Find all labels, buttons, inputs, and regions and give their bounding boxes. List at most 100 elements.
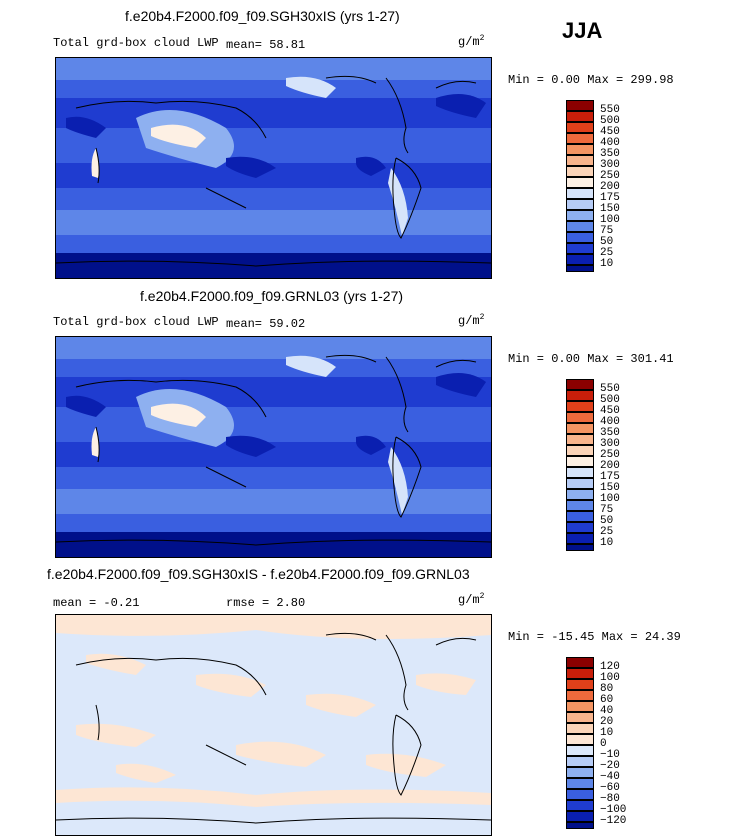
colorbar-label: −80	[600, 793, 620, 805]
panel1-units: g/m2	[458, 34, 485, 49]
colorbar-swatch	[566, 100, 594, 111]
panel2-map-svg	[56, 337, 491, 557]
colorbar-swatch	[566, 679, 594, 690]
panel3-rmse: rmse = 2.80	[226, 596, 306, 610]
colorbar-label: 500	[600, 394, 620, 406]
colorbar-label: 10	[600, 537, 614, 549]
panel2-colorbar: 550 500 450 400 350 300 250 200 175 150 …	[566, 379, 656, 551]
panel3-mean: mean = -0.21	[53, 596, 140, 610]
colorbar-label: 350	[600, 148, 620, 160]
colorbar-label: 450	[600, 126, 620, 138]
colorbar-label: 500	[600, 115, 620, 127]
panel1-map	[55, 57, 492, 279]
panel2-minmax: Min = 0.00 Max = 301.41	[508, 352, 674, 366]
colorbar-label: 0	[600, 738, 607, 750]
colorbar-swatch	[566, 511, 594, 522]
colorbar-label: 150	[600, 203, 620, 215]
colorbar-swatch	[566, 544, 594, 551]
colorbar-label: 25	[600, 526, 614, 538]
colorbar-label: 300	[600, 159, 620, 171]
colorbar-label: 10	[600, 727, 614, 739]
colorbar-swatch	[566, 489, 594, 500]
colorbar-label: 450	[600, 405, 620, 417]
colorbar-label: 150	[600, 482, 620, 494]
panel2-units: g/m2	[458, 313, 485, 328]
colorbar-swatch	[566, 668, 594, 679]
colorbar-label: 75	[600, 504, 614, 516]
colorbar-swatch	[566, 155, 594, 166]
colorbar-swatch	[566, 522, 594, 533]
colorbar-label: 10	[600, 258, 614, 270]
colorbar-swatch	[566, 243, 594, 254]
colorbar-swatch	[566, 778, 594, 789]
colorbar-swatch	[566, 423, 594, 434]
colorbar-label: 300	[600, 438, 620, 450]
colorbar-swatch	[566, 445, 594, 456]
colorbar-swatch	[566, 456, 594, 467]
colorbar-swatch	[566, 221, 594, 232]
colorbar-swatch	[566, 811, 594, 822]
colorbar-swatch	[566, 767, 594, 778]
colorbar-label: 100	[600, 493, 620, 505]
colorbar-swatch	[566, 734, 594, 745]
panel3-map-svg	[56, 615, 491, 835]
colorbar-label: 20	[600, 716, 614, 728]
colorbar-swatch	[566, 745, 594, 756]
colorbar-swatch	[566, 412, 594, 423]
colorbar-swatch	[566, 712, 594, 723]
panel3-minmax: Min = -15.45 Max = 24.39	[508, 630, 681, 644]
panel2-title: f.e20b4.F2000.f09_f09.GRNL03 (yrs 1-27)	[140, 288, 404, 304]
colorbar-swatch	[566, 390, 594, 401]
colorbar-label: 60	[600, 694, 614, 706]
colorbar-label: 200	[600, 460, 620, 472]
colorbar-swatch	[566, 166, 594, 177]
colorbar-label: 100	[600, 214, 620, 226]
colorbar-label: 50	[600, 236, 614, 248]
colorbar-label: 75	[600, 225, 614, 237]
colorbar-swatch	[566, 657, 594, 668]
colorbar-swatch	[566, 467, 594, 478]
colorbar-label: 40	[600, 705, 614, 717]
season-label: JJA	[562, 18, 603, 43]
colorbar-swatch	[566, 199, 594, 210]
colorbar-swatch	[566, 789, 594, 800]
colorbar-label: 400	[600, 137, 620, 149]
colorbar-label: −40	[600, 771, 620, 783]
panel2-mean: mean= 59.02	[226, 317, 306, 331]
colorbar-label: 50	[600, 515, 614, 527]
panel1-minmax: Min = 0.00 Max = 299.98	[508, 73, 674, 87]
colorbar-swatch	[566, 690, 594, 701]
colorbar-label: 250	[600, 170, 620, 182]
panel1-map-svg	[56, 58, 491, 278]
colorbar-swatch	[566, 434, 594, 445]
colorbar-label: 250	[600, 449, 620, 461]
colorbar-label: 25	[600, 247, 614, 259]
colorbar-label: 350	[600, 427, 620, 439]
colorbar-swatch	[566, 144, 594, 155]
colorbar-swatch	[566, 188, 594, 199]
colorbar-swatch	[566, 177, 594, 188]
colorbar-swatch	[566, 232, 594, 243]
colorbar-label: −20	[600, 760, 620, 772]
panel3-units: g/m2	[458, 592, 485, 607]
colorbar-swatch	[566, 401, 594, 412]
colorbar-label: 80	[600, 683, 614, 695]
panel3-map	[55, 614, 492, 836]
colorbar-label: −60	[600, 782, 620, 794]
colorbar-swatch	[566, 210, 594, 221]
colorbar-swatch	[566, 723, 594, 734]
colorbar-label: −120	[600, 815, 627, 827]
panel2-map	[55, 336, 492, 558]
colorbar-swatch	[566, 111, 594, 122]
colorbar-swatch	[566, 133, 594, 144]
colorbar-label: 175	[600, 192, 620, 204]
colorbar-label: −10	[600, 749, 620, 761]
panel3-colorbar: 120 100 80 60 40 20 10 0 −10 −20 −40 −60…	[566, 657, 656, 829]
colorbar-swatch	[566, 701, 594, 712]
panel1-mean: mean= 58.81	[226, 38, 306, 52]
panel1-colorbar: 550 500 450 400 350 300 250 200 175 150 …	[566, 100, 656, 272]
colorbar-label: 550	[600, 104, 620, 116]
colorbar-swatch	[566, 533, 594, 544]
colorbar-swatch	[566, 478, 594, 489]
colorbar-swatch	[566, 500, 594, 511]
